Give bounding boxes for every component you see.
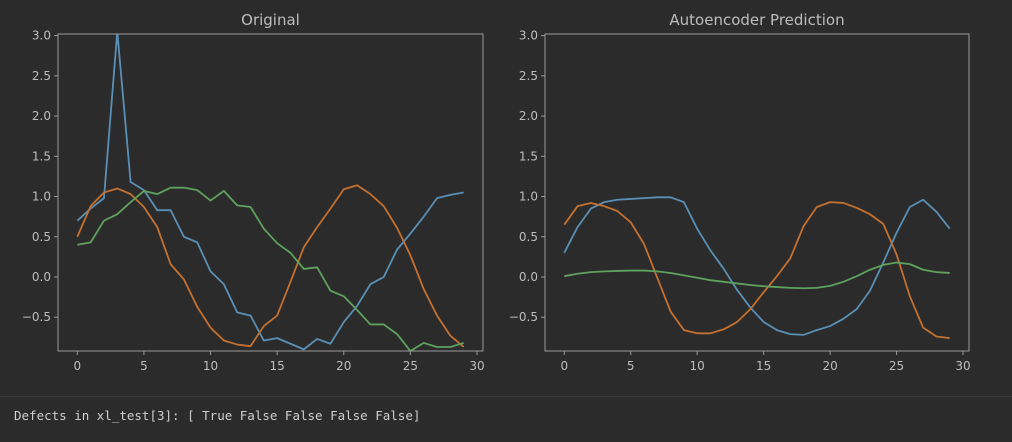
y-tick-label: 2.5 xyxy=(519,69,538,83)
x-tick-label: 30 xyxy=(469,359,484,373)
axes-frame xyxy=(544,33,970,352)
cell-output-text: Defects in xl_test[3]: [ True False Fals… xyxy=(14,408,421,423)
x-tick-label: 0 xyxy=(560,359,568,373)
y-tick-label: 3.0 xyxy=(519,29,538,43)
y-tick-label: 1.5 xyxy=(519,149,538,163)
x-tick-label: 20 xyxy=(336,359,351,373)
chart-title: Autoencoder Prediction xyxy=(669,11,844,29)
x-tick-label: 5 xyxy=(627,359,635,373)
y-tick-label: 2.0 xyxy=(519,109,538,123)
x-tick-label: 25 xyxy=(889,359,904,373)
axes-frame xyxy=(57,33,484,352)
series-line-1 xyxy=(76,34,464,351)
x-tick-label: 10 xyxy=(690,359,705,373)
series-line-1 xyxy=(563,196,951,336)
y-tick-label: 3.0 xyxy=(32,29,51,43)
y-tick-label: −0.5 xyxy=(509,310,538,324)
x-tick-label: 30 xyxy=(955,359,970,373)
series-line-2 xyxy=(563,201,950,340)
x-tick-label: 0 xyxy=(73,359,81,373)
x-tick-label: 15 xyxy=(270,359,285,373)
y-tick-label: 0.0 xyxy=(32,270,51,284)
y-tick-label: 1.5 xyxy=(32,149,51,163)
series-line-2 xyxy=(76,184,465,348)
chart-title: Original xyxy=(241,11,300,29)
output-separator xyxy=(0,396,1012,397)
x-tick-label: 20 xyxy=(822,359,837,373)
series-line-3 xyxy=(77,186,464,351)
figure: Original 0 5 10 15 20 25 30 −0.5 0.0 0.5 1.0 1.5 2.0 2… xyxy=(22,11,971,373)
x-tick-label: 5 xyxy=(140,359,148,373)
y-tick-label: 2.5 xyxy=(32,69,51,83)
y-tick-label: 0.5 xyxy=(32,230,51,244)
y-tick-label: 0.5 xyxy=(519,230,538,244)
x-tick-label: 15 xyxy=(756,359,771,373)
y-tick-label: 0.0 xyxy=(519,270,538,284)
y-tick-label: 1.0 xyxy=(32,190,51,204)
x-tick-label: 25 xyxy=(403,359,418,373)
y-tick-label: −0.5 xyxy=(22,310,51,324)
x-tick-label: 10 xyxy=(203,359,218,373)
y-tick-label: 2.0 xyxy=(32,109,51,123)
series-line-3 xyxy=(564,261,950,290)
y-tick-label: 1.0 xyxy=(519,190,538,204)
